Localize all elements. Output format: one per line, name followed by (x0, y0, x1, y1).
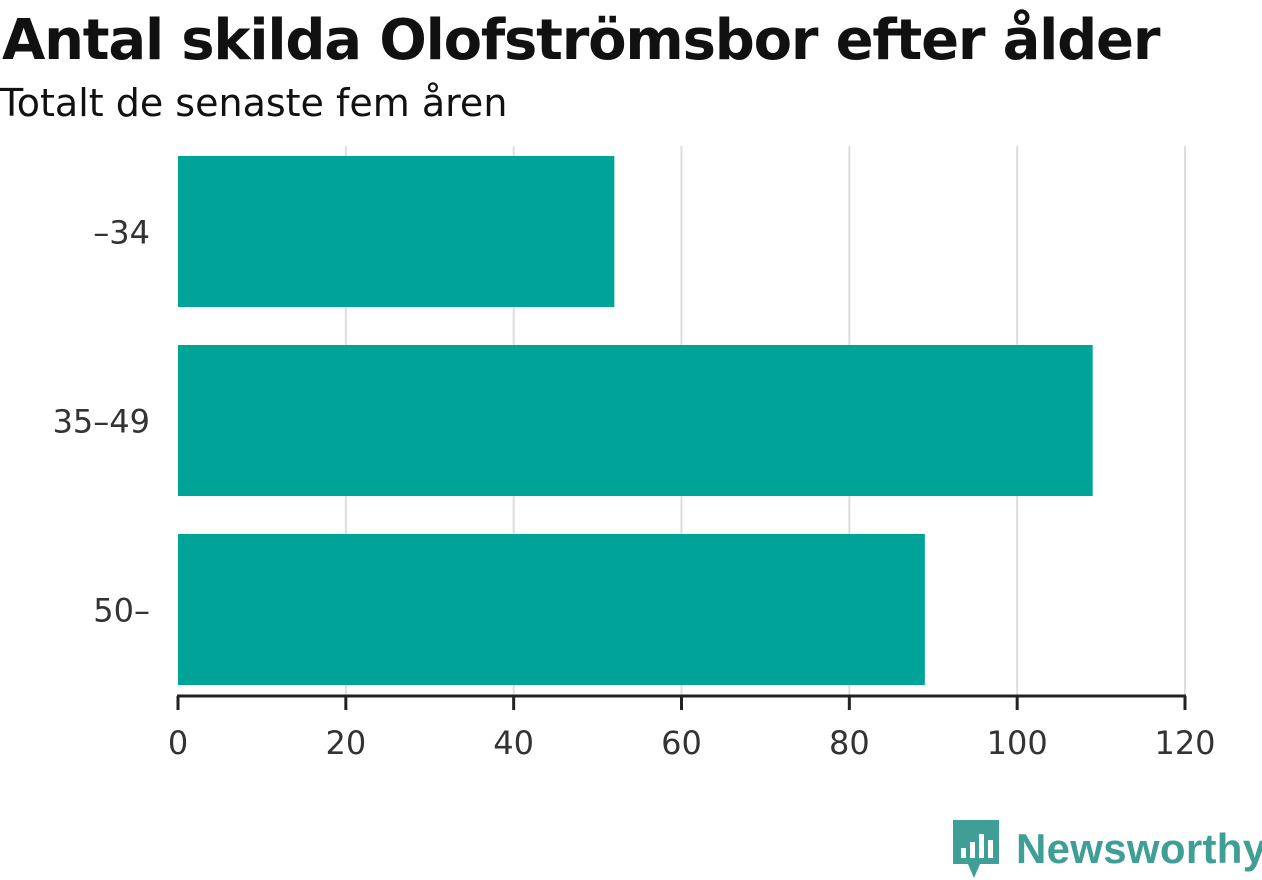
x-tick-label: 0 (168, 724, 188, 762)
chart-title: Antal skilda Olofströmsbor efter ålder (2, 8, 1160, 73)
x-tick-label: 20 (325, 724, 366, 762)
x-tick-label: 40 (493, 724, 534, 762)
bar (178, 345, 1093, 496)
category-label: –34 (93, 214, 150, 252)
newsworthy-wordmark: Newsworthy (1016, 825, 1262, 872)
newsworthy-logo: Newsworthy (950, 818, 1262, 880)
x-tick-label: 120 (1154, 724, 1215, 762)
category-label: 50– (93, 592, 150, 630)
x-tick-label: 80 (829, 724, 870, 762)
category-label: 35–49 (53, 403, 150, 441)
x-tick-label: 60 (661, 724, 702, 762)
chart-subtitle: Totalt de senaste fem åren (0, 81, 508, 125)
bar (178, 534, 925, 685)
x-tick-label: 100 (987, 724, 1048, 762)
bar (178, 156, 615, 307)
newsworthy-chart-bubble-icon (953, 820, 999, 878)
